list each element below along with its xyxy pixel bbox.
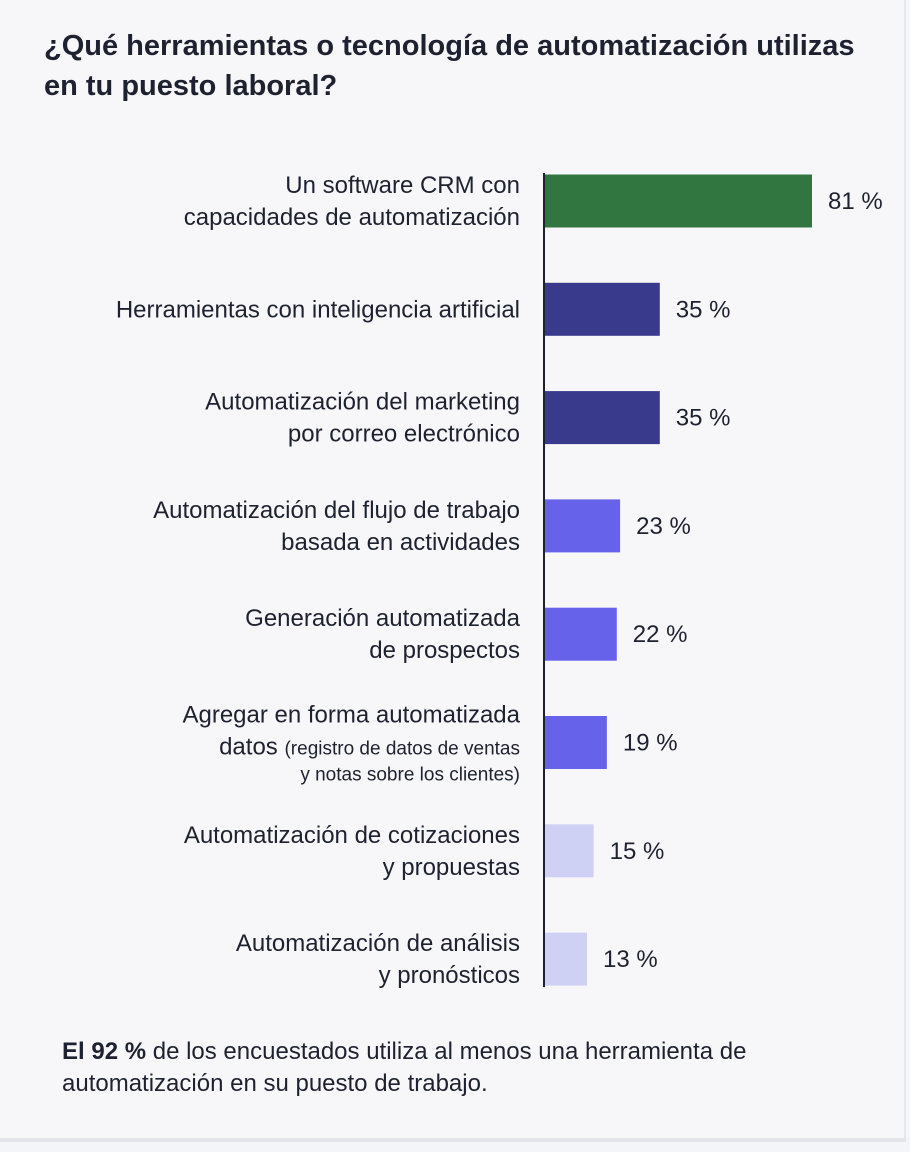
category-note: y notas sobre los clientes): [300, 765, 520, 786]
category-line: Automatización del flujo de trabajo: [153, 497, 520, 524]
value-label-8: 13 %: [603, 946, 658, 973]
category-line: Un software CRM con: [285, 172, 520, 199]
value-label-1: 81 %: [828, 188, 883, 215]
category-line: por correo electrónico: [288, 421, 520, 448]
bar-7: [544, 824, 594, 878]
category-label-7: Automatización de cotizaciones y propuest…: [184, 822, 520, 881]
category-label-5: Generación automatizada de prospectos: [245, 605, 520, 664]
bar-6: [544, 716, 607, 769]
value-label-7: 15 %: [610, 838, 665, 865]
category-line: y propuestas: [383, 854, 520, 881]
category-line: Agregar en forma automatizada: [182, 702, 520, 729]
bar-5: [544, 607, 617, 661]
footnote-highlight: El 92 %: [62, 1038, 147, 1065]
category-label-6: Agregar en forma automatizada datos (regi…: [182, 702, 520, 786]
value-label-4: 23 %: [636, 513, 691, 540]
category-line: Automatización de análisis: [236, 930, 520, 957]
bar-1: [544, 174, 812, 228]
bar-3: [544, 391, 660, 445]
value-label-3: 35 %: [676, 405, 731, 432]
value-label-6: 19 %: [623, 730, 678, 757]
category-line: Automatización del marketing: [205, 389, 520, 416]
category-line: Generación automatizada: [245, 605, 520, 632]
category-label-3: Automatización del marketing por correo e…: [205, 389, 520, 448]
category-line: y pronósticos: [379, 962, 520, 989]
category-line: basada en actividades: [281, 529, 520, 556]
bar-chart: 81 % Un software CRM con capacidades de au…: [116, 172, 883, 989]
footnote: El 92 % de los encuestados utiliza al me…: [62, 1036, 862, 1100]
category-note: (registro de datos de ventas: [284, 739, 520, 760]
category-label-2: Herramientas con inteligencia artificial: [116, 296, 520, 323]
category-line: Automatización de cotizaciones: [184, 822, 520, 849]
footnote-text: de los encuestados utiliza al menos una …: [62, 1038, 747, 1097]
category-label-1: Un software CRM con capacidades de automa…: [184, 172, 520, 231]
category-word: datos: [219, 734, 284, 761]
bar-4: [544, 499, 621, 553]
category-line: Herramientas con inteligencia artificial: [116, 296, 520, 323]
category-label-8: Automatización de análisis y pronósticos: [236, 930, 520, 989]
value-label-5: 22 %: [633, 621, 688, 648]
chart-title: ¿Qué herramientas o tecnología de automa…: [44, 30, 855, 102]
value-label-2: 35 %: [676, 296, 731, 323]
category-line: datos (registro de datos de ventas: [219, 734, 520, 761]
category-line: de prospectos: [369, 637, 520, 664]
bar-8: [544, 932, 588, 986]
bar-2: [544, 282, 660, 336]
category-label-4: Automatización del flujo de trabajo basad…: [153, 497, 520, 556]
category-line: capacidades de automatización: [184, 204, 520, 231]
